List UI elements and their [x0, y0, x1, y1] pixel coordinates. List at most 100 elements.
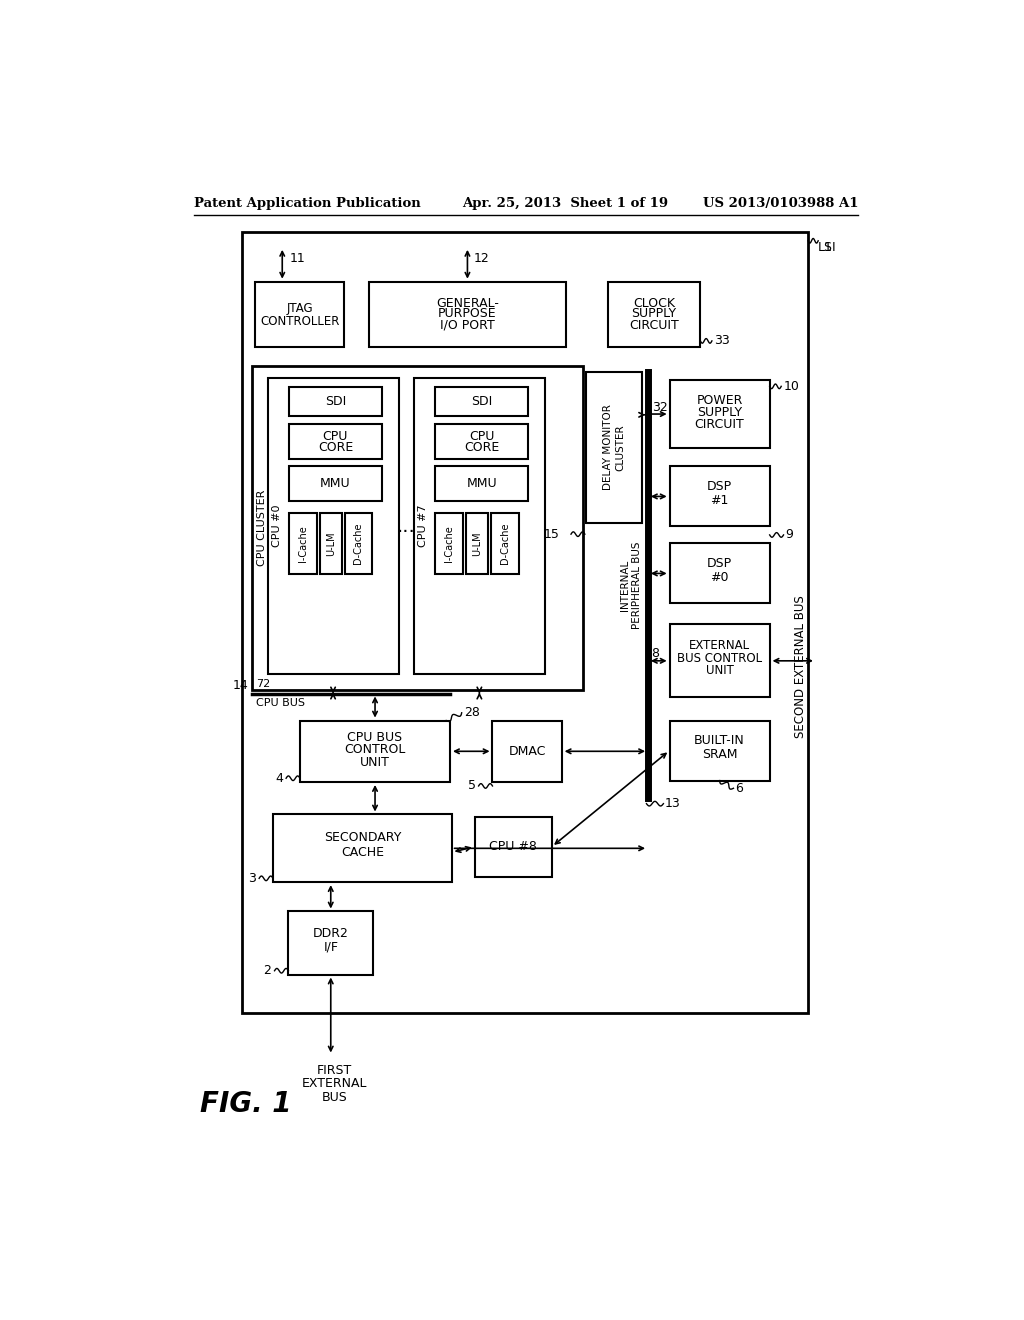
Text: 3: 3 — [248, 871, 256, 884]
Text: 12: 12 — [473, 252, 489, 265]
Text: 11: 11 — [290, 252, 306, 265]
Text: CPU #7: CPU #7 — [418, 504, 428, 548]
Text: CORE: CORE — [464, 441, 500, 454]
Text: CPU: CPU — [469, 430, 495, 444]
Bar — [319, 512, 342, 574]
Text: DDR2: DDR2 — [312, 927, 349, 940]
Bar — [345, 512, 373, 574]
Text: 1: 1 — [823, 240, 831, 253]
Text: Apr. 25, 2013  Sheet 1 of 19: Apr. 25, 2013 Sheet 1 of 19 — [462, 197, 668, 210]
Text: 14: 14 — [232, 680, 249, 693]
Bar — [587, 372, 642, 523]
Text: CPU #0: CPU #0 — [271, 504, 282, 548]
Text: I-Cache: I-Cache — [298, 525, 308, 562]
Text: DMAC: DMAC — [509, 744, 546, 758]
Bar — [670, 380, 770, 447]
Text: 8: 8 — [651, 647, 659, 660]
Text: PURPOSE: PURPOSE — [438, 308, 497, 321]
Text: UNIT: UNIT — [706, 664, 733, 677]
Bar — [475, 817, 552, 876]
Text: CPU BUS: CPU BUS — [347, 731, 402, 744]
Text: U-LM: U-LM — [472, 531, 482, 556]
Text: 28: 28 — [464, 706, 480, 719]
Bar — [608, 281, 700, 347]
Text: 13: 13 — [665, 797, 681, 810]
Bar — [289, 911, 373, 974]
Text: POWER: POWER — [696, 393, 742, 407]
Bar — [252, 367, 584, 689]
Text: GENERAL-: GENERAL- — [436, 297, 499, 310]
Text: #0: #0 — [711, 570, 729, 583]
Bar — [414, 378, 545, 675]
Bar — [435, 424, 528, 459]
Text: 5: 5 — [468, 779, 475, 792]
Text: 2: 2 — [263, 964, 271, 977]
Text: SECOND EXTERNAL BUS: SECOND EXTERNAL BUS — [794, 595, 807, 738]
Bar — [670, 721, 770, 780]
Text: #1: #1 — [711, 494, 729, 507]
Text: I-Cache: I-Cache — [444, 525, 455, 562]
Text: SDI: SDI — [471, 395, 493, 408]
Bar — [289, 512, 316, 574]
Text: CIRCUIT: CIRCUIT — [630, 319, 679, 333]
Text: SECONDARY: SECONDARY — [324, 832, 401, 843]
Text: SRAM: SRAM — [701, 748, 737, 760]
Text: 4: 4 — [275, 772, 283, 785]
Text: US 2013/0103988 A1: US 2013/0103988 A1 — [702, 197, 858, 210]
Text: D-Cache: D-Cache — [353, 523, 364, 564]
Text: 33: 33 — [714, 334, 730, 347]
Text: ...: ... — [397, 516, 416, 536]
Text: CPU: CPU — [323, 430, 348, 444]
Bar — [490, 512, 518, 574]
Text: CLOCK: CLOCK — [633, 297, 675, 310]
Bar — [255, 281, 344, 347]
Text: JTAG: JTAG — [287, 302, 313, 315]
Text: 6: 6 — [735, 781, 742, 795]
Text: CIRCUIT: CIRCUIT — [694, 418, 744, 432]
Text: CPU CLUSTER: CPU CLUSTER — [257, 490, 267, 566]
Text: 15: 15 — [544, 528, 559, 541]
Text: DSP: DSP — [707, 480, 732, 492]
Text: 72: 72 — [256, 680, 270, 689]
Text: D-Cache: D-Cache — [500, 523, 510, 564]
Bar — [243, 231, 808, 1014]
Bar — [289, 466, 382, 502]
Text: 9: 9 — [785, 528, 793, 541]
Text: EXTERNAL: EXTERNAL — [302, 1077, 368, 1090]
Text: LSI: LSI — [817, 240, 836, 253]
Text: I/O PORT: I/O PORT — [440, 319, 495, 333]
Bar — [289, 424, 382, 459]
Text: CONTROL: CONTROL — [344, 743, 406, 756]
Text: EXTERNAL: EXTERNAL — [689, 639, 751, 652]
Bar — [300, 721, 451, 781]
Text: DSP: DSP — [707, 557, 732, 570]
Text: SUPPLY: SUPPLY — [697, 407, 742, 418]
Text: BUS: BUS — [322, 1090, 347, 1104]
Text: 10: 10 — [783, 380, 800, 393]
Bar — [670, 466, 770, 527]
Text: U-LM: U-LM — [326, 531, 336, 556]
Text: CONTROLLER: CONTROLLER — [260, 315, 339, 329]
Bar — [466, 512, 487, 574]
Bar — [267, 378, 398, 675]
Text: BUILT-IN: BUILT-IN — [694, 734, 745, 747]
Bar — [273, 814, 452, 882]
Text: UNIT: UNIT — [360, 755, 390, 768]
Bar — [435, 466, 528, 502]
Bar — [289, 387, 382, 416]
Text: FIRST: FIRST — [317, 1064, 352, 1077]
Bar — [435, 387, 528, 416]
Text: CPU BUS: CPU BUS — [256, 698, 305, 708]
Text: CACHE: CACHE — [341, 846, 384, 859]
Text: BUS CONTROL: BUS CONTROL — [677, 652, 762, 665]
Bar — [670, 624, 770, 697]
Bar — [493, 721, 562, 781]
Text: CPU #8: CPU #8 — [489, 841, 538, 853]
Text: I/F: I/F — [324, 940, 338, 953]
Text: DELAY MONITOR
CLUSTER: DELAY MONITOR CLUSTER — [603, 405, 625, 491]
Text: 32: 32 — [652, 400, 668, 413]
Bar — [670, 544, 770, 603]
Text: CORE: CORE — [317, 441, 353, 454]
Text: MMU: MMU — [466, 477, 497, 490]
Text: MMU: MMU — [321, 477, 350, 490]
